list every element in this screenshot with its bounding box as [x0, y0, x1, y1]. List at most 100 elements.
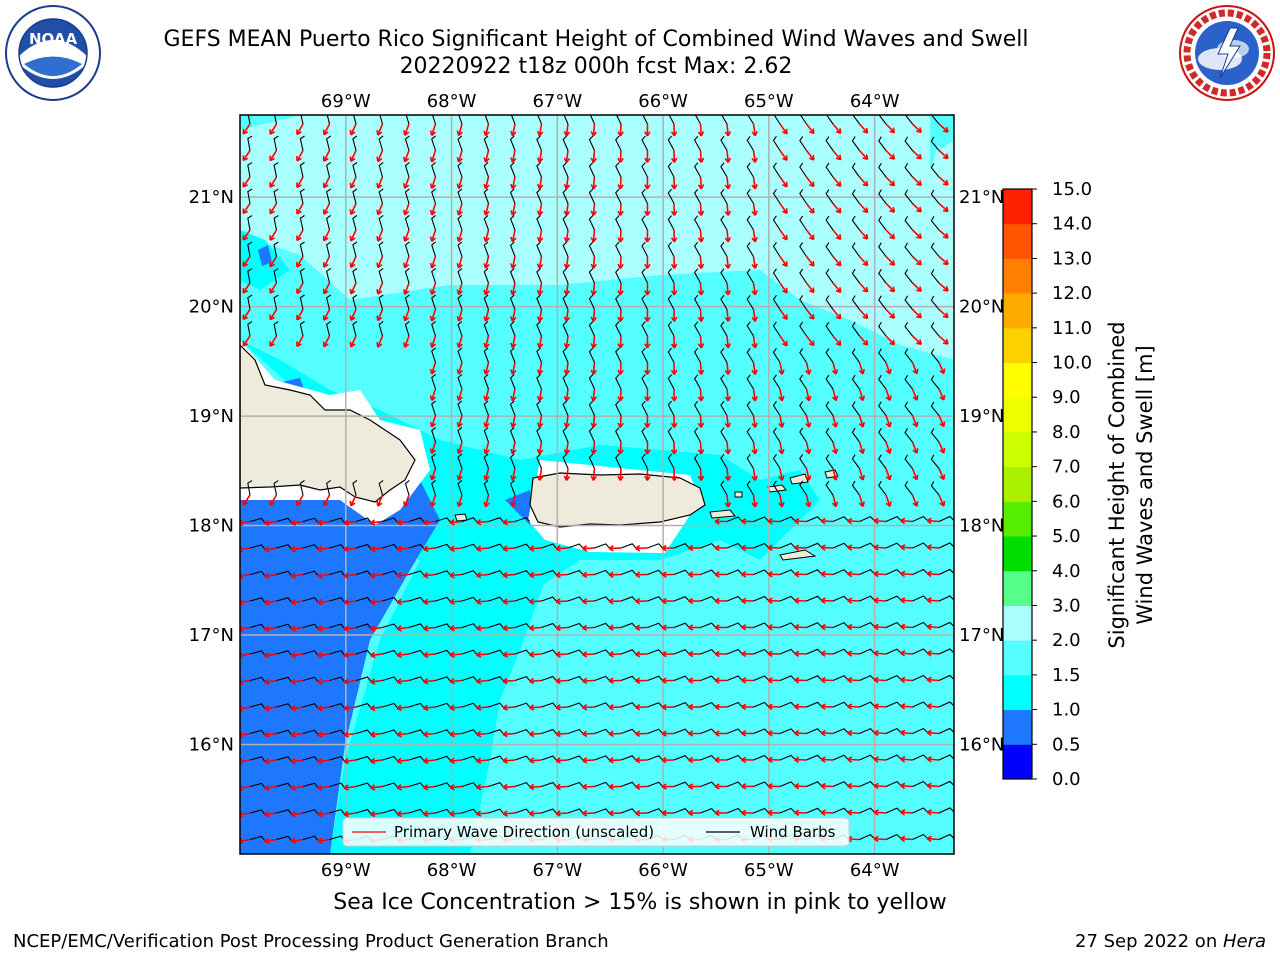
- wave-direction-arrowhead: [912, 448, 919, 454]
- wave-direction-arrowhead: [670, 263, 678, 269]
- wind-barb: [693, 188, 701, 204]
- wind-barb: [615, 321, 622, 337]
- wave-direction-arrowhead: [697, 422, 705, 428]
- wind-barb: [878, 115, 887, 125]
- wind-barb: [273, 188, 279, 204]
- wave-direction-arrowhead: [502, 598, 508, 605]
- wind-barb: [541, 675, 557, 682]
- wave-direction-arrowhead: [942, 153, 949, 160]
- wind-barb: [352, 162, 358, 178]
- wind-barb: [273, 162, 279, 178]
- wave-direction-arrow: [900, 758, 913, 761]
- wave-direction-arrow: [476, 706, 489, 709]
- wave-direction-arrow: [820, 573, 834, 576]
- wave-direction-arrow: [926, 758, 940, 761]
- wave-direction-arrow: [885, 335, 895, 346]
- wind-barb: [431, 479, 437, 496]
- wave-direction-arrowhead: [644, 184, 651, 190]
- wave-direction-arrow: [511, 388, 516, 401]
- wave-direction-arrowhead: [343, 678, 350, 685]
- wave-direction-arrowhead: [264, 572, 270, 580]
- wave-direction-arrowhead: [322, 500, 329, 507]
- colorbar-tick-label: 13.0: [1052, 248, 1092, 269]
- wind-barb: [641, 241, 648, 257]
- wave-direction-arrow: [858, 229, 869, 240]
- wave-direction-arrow: [847, 546, 860, 549]
- wave-direction-arrow: [555, 626, 569, 629]
- wave-direction-arrowhead: [873, 544, 879, 551]
- wave-direction-arrow: [805, 362, 810, 375]
- wind-barb: [302, 544, 318, 550]
- wind-barb: [431, 400, 437, 416]
- wind-barb: [588, 400, 595, 416]
- wave-direction-arrowhead: [290, 652, 297, 659]
- wind-barb: [885, 621, 901, 629]
- wind-barb: [588, 453, 595, 469]
- wave-direction-arrowhead: [536, 183, 544, 190]
- y-tick-label-right: 17°N: [959, 625, 1004, 646]
- wind-barb: [483, 374, 490, 390]
- wave-direction-arrowhead: [269, 129, 275, 135]
- wind-barb: [302, 623, 318, 629]
- wind-barb: [514, 543, 530, 549]
- wave-direction-arrow: [805, 256, 815, 267]
- y-tick-label-left: 20°N: [189, 297, 234, 318]
- wind-barb: [693, 241, 701, 257]
- wave-direction-arrow: [592, 362, 596, 375]
- wind-barb: [514, 622, 530, 629]
- wave-direction-arrow: [296, 150, 304, 162]
- wind-barb: [615, 241, 622, 257]
- wave-direction-arrowhead: [290, 572, 297, 579]
- colorbar-tick-label: 10.0: [1052, 353, 1092, 374]
- wave-direction-arrow: [529, 759, 542, 762]
- wave-direction-arrowhead: [429, 130, 437, 136]
- wind-barb: [673, 543, 689, 549]
- wave-direction-arrow: [555, 600, 569, 603]
- wave-direction-arrowhead: [582, 704, 588, 711]
- wave-direction-arrowhead: [835, 234, 842, 240]
- wave-direction-arrow: [423, 653, 436, 657]
- wave-direction-arrow: [242, 229, 251, 241]
- wave-direction-arrow: [779, 335, 788, 347]
- wave-direction-arrowhead: [714, 809, 720, 817]
- wave-direction-arrowhead: [582, 571, 588, 579]
- wave-direction-arrowhead: [724, 475, 732, 481]
- wind-barb: [431, 241, 437, 257]
- wave-direction-arrowhead: [926, 570, 932, 578]
- wave-direction-arrow: [873, 519, 887, 523]
- wave-direction-arrowhead: [942, 259, 949, 266]
- wind-barb: [435, 623, 451, 629]
- wave-direction-arrow: [873, 599, 887, 602]
- wave-direction-arrow: [592, 256, 596, 269]
- wave-direction-arrowhead: [264, 811, 270, 818]
- wind-barb: [329, 650, 345, 655]
- wave-direction-arrow: [938, 229, 949, 239]
- wind-barb: [772, 295, 781, 310]
- wave-direction-arrow: [900, 811, 913, 814]
- wind-barb: [930, 481, 940, 496]
- wave-direction-arrow: [779, 203, 788, 214]
- wave-direction-arrowhead: [926, 676, 932, 684]
- wave-direction-arrowhead: [608, 810, 614, 817]
- wind-barb: [851, 321, 860, 337]
- wind-barb: [536, 400, 543, 416]
- wave-direction-arrow: [476, 520, 489, 524]
- wave-direction-arrow: [752, 441, 756, 454]
- wave-direction-arrow: [291, 547, 304, 551]
- wave-direction-arrow: [911, 282, 922, 292]
- wave-direction-arrowhead: [555, 757, 561, 764]
- wind-barb: [326, 188, 332, 204]
- wave-direction-arrowhead: [847, 570, 853, 578]
- wave-direction-arrow: [805, 415, 810, 428]
- wave-direction-arrow: [752, 335, 756, 348]
- wave-direction-arrow: [592, 203, 596, 216]
- wave-direction-arrow: [269, 123, 278, 135]
- wind-barb: [779, 542, 795, 549]
- wave-direction-arrowhead: [862, 207, 869, 214]
- wave-direction-arrowhead: [617, 131, 624, 137]
- wave-direction-arrowhead: [264, 705, 270, 712]
- wave-direction-arrowhead: [476, 545, 482, 552]
- wind-barb: [693, 162, 701, 178]
- wave-direction-arrow: [619, 282, 622, 296]
- wave-direction-arrowhead: [805, 395, 812, 402]
